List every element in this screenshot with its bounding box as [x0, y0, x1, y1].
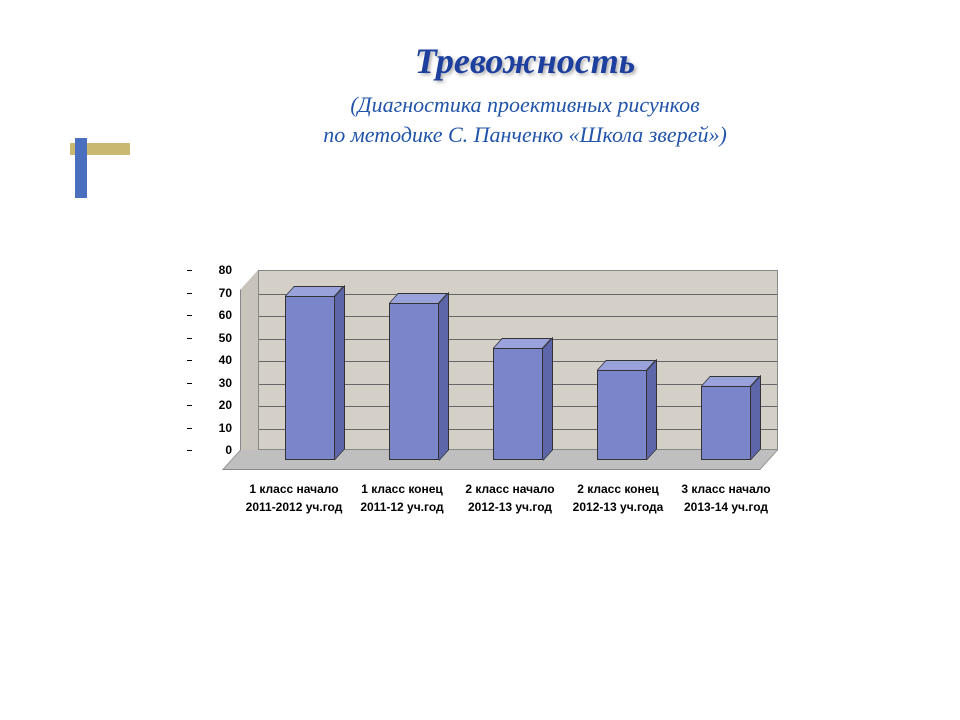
- bar-side: [543, 336, 553, 460]
- bar-side: [647, 359, 657, 460]
- slide-corner-accent: [70, 138, 130, 198]
- y-tick-label: 80: [219, 263, 232, 277]
- chart-plot-area: 01020304050607080: [200, 270, 800, 470]
- y-tick-label: 70: [219, 286, 232, 300]
- chart-side-wall: [240, 270, 258, 470]
- y-tick-label: 20: [219, 398, 232, 412]
- x-tick-label: 2 класс конец 2012-13 уч.года: [564, 480, 672, 516]
- y-tick-label: 0: [225, 443, 232, 457]
- bar-side: [335, 285, 345, 460]
- bar-side: [751, 375, 761, 460]
- subtitle-line1: (Диагностика проективных рисунков: [350, 92, 699, 117]
- x-axis-labels: 1 класс начало 2011-2012 уч.год1 класс к…: [240, 480, 780, 516]
- y-tick: [187, 383, 192, 384]
- slide-title: Тревожность: [150, 40, 900, 82]
- title-block: Тревожность (Диагностика проективных рис…: [150, 40, 900, 149]
- bars-layer: [258, 270, 778, 450]
- y-tick-label: 50: [219, 331, 232, 345]
- slide-subtitle: (Диагностика проективных рисунков по мет…: [150, 90, 900, 149]
- y-tick: [187, 428, 192, 429]
- bar-front: [701, 386, 751, 460]
- bar-front: [597, 370, 647, 460]
- y-axis-labels: 01020304050607080: [192, 270, 232, 450]
- y-tick: [187, 450, 192, 451]
- accent-vertical: [75, 138, 87, 198]
- y-tick-label: 30: [219, 376, 232, 390]
- x-tick-label: 3 класс начало 2013-14 уч.год: [672, 480, 780, 516]
- x-tick-label: 1 класс начало 2011-2012 уч.год: [240, 480, 348, 516]
- y-tick: [187, 360, 192, 361]
- bar-side: [439, 291, 449, 460]
- y-tick: [187, 270, 192, 271]
- y-tick-label: 40: [219, 353, 232, 367]
- y-tick: [187, 338, 192, 339]
- x-tick-label: 2 класс начало 2012-13 уч.год: [456, 480, 564, 516]
- x-tick-label: 1 класс конец 2011-12 уч.год: [348, 480, 456, 516]
- bar-front: [493, 348, 543, 461]
- subtitle-line2: по методике С. Панченко «Школа зверей»): [323, 122, 727, 147]
- bar-chart: 01020304050607080 1 класс начало 2011-20…: [200, 270, 800, 590]
- y-tick: [187, 405, 192, 406]
- y-tick: [187, 293, 192, 294]
- y-tick-label: 60: [219, 308, 232, 322]
- plot-3d: [240, 270, 780, 470]
- y-tick: [187, 315, 192, 316]
- y-tick-label: 10: [219, 421, 232, 435]
- bar-front: [285, 296, 335, 460]
- bar-front: [389, 303, 439, 461]
